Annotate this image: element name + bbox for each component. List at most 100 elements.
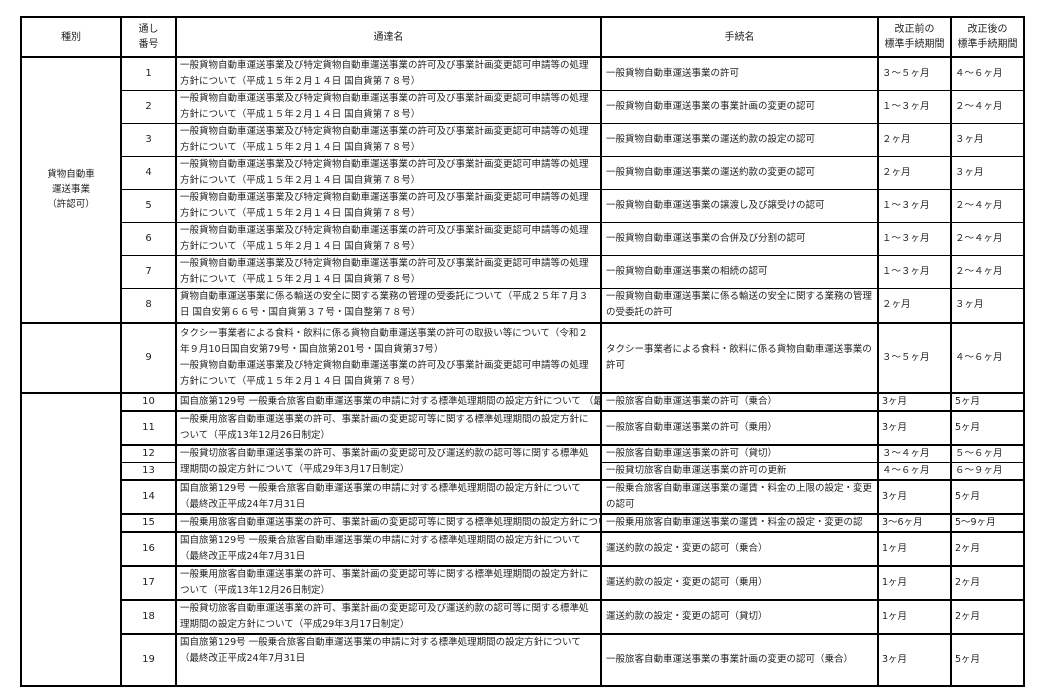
cell-period-after: ３ヶ月	[950, 156, 1025, 190]
cell-period-after: ３ヶ月	[950, 288, 1025, 323]
cell-procedure: 一般貨物自動車運送事業の運送約款の設定の認可	[600, 123, 879, 157]
cell-notice: 貨物自動車運送事業に係る輸送の安全に関する業務の管理の受委託について（平成２５年…	[175, 288, 602, 323]
cell-procedure: 一般乗合旅客自動車運送事業の運賃・料金の上限の設定・変更の認可	[600, 478, 879, 514]
cell-period-after: 5ヶ月	[950, 409, 1025, 445]
cell-serial: 1	[120, 56, 177, 91]
cell-period-before: 1ヶ月	[877, 598, 952, 634]
cell-period-before: ３～５ヶ月	[877, 56, 952, 91]
cell-serial: 18	[120, 598, 177, 634]
table-row: 13 一般貸切旅客自動車運送事業の許可の更新 ４～６ヶ月 ６～９ヶ月	[21, 461, 1025, 480]
cell-period-before: 3ヶ月	[877, 409, 952, 445]
header-type: 種別	[20, 16, 122, 58]
cell-serial: 7	[120, 255, 177, 289]
cell-notice: 一般貸切旅客自動車運送事業の許可、事業計画の変更認可及び運送約款の認可等に関する…	[175, 443, 602, 480]
table-row: 2 一般貨物自動車運送事業及び特定貨物自動車運送事業の許可及び事業計画変更認可申…	[21, 90, 1025, 124]
cell-serial: 4	[120, 156, 177, 190]
header-notice: 通達名	[175, 16, 602, 58]
cell-procedure: 一般旅客自動車運送事業の許可（乗合）	[600, 391, 879, 411]
cell-notice: 国自旅第129号 一般乗合旅客自動車運送事業の申請に対する標準処理期間の設定方針…	[175, 632, 602, 686]
cell-period-after: ４～６ヶ月	[950, 56, 1025, 91]
cell-notice: 一般乗用旅客自動車運送事業の許可、事業計画の変更認可等に関する標準処理期間の設定…	[175, 409, 602, 445]
cell-serial: 12	[120, 443, 177, 463]
cell-serial: 13	[120, 461, 177, 480]
cell-period-before: 3ヶ月	[877, 391, 952, 411]
cell-procedure: 一般貨物自動車運送事業の譲渡し及び譲受けの認可	[600, 189, 879, 223]
cell-type-empty	[20, 391, 122, 686]
cell-notice: 国自旅第129号 一般乗合旅客自動車運送事業の申請に対する標準処理期間の設定方針…	[175, 530, 602, 566]
cell-period-after: 5～9ヶ月	[950, 512, 1025, 532]
cell-serial: 8	[120, 288, 177, 323]
cell-notice: 一般貨物自動車運送事業及び特定貨物自動車運送事業の許可及び事業計画変更認可申請等…	[175, 189, 602, 223]
cell-notice: 国自旅第129号 一般乗合旅客自動車運送事業の申請に対する標準処理期間の設定方針…	[175, 478, 602, 514]
table-row: 16 国自旅第129号 一般乗合旅客自動車運送事業の申請に対する標準処理期間の設…	[21, 530, 1025, 566]
cell-period-before: 1ヶ月	[877, 564, 952, 600]
cell-period-before: １～３ヶ月	[877, 189, 952, 223]
cell-notice: 一般貨物自動車運送事業及び特定貨物自動車運送事業の許可及び事業計画変更認可申請等…	[175, 90, 602, 124]
cell-period-after: 2ヶ月	[950, 598, 1025, 634]
cell-period-after: ５～６ヶ月	[950, 443, 1025, 463]
notice-line: タクシー事業者による食料・飲料に係る貨物自動車運送事業の許可の取扱い等について（…	[180, 327, 588, 355]
cell-period-after: 2ヶ月	[950, 530, 1025, 566]
cell-period-before: １～３ヶ月	[877, 222, 952, 256]
cell-period-before: 3ヶ月	[877, 478, 952, 514]
header-procedure: 手続名	[600, 16, 879, 58]
cell-procedure: 一般貸切旅客自動車運送事業の許可の更新	[600, 461, 879, 480]
cell-serial: 14	[120, 478, 177, 514]
cell-notice: 一般貨物自動車運送事業及び特定貨物自動車運送事業の許可及び事業計画変更認可申請等…	[175, 156, 602, 190]
cell-procedure: 一般貨物自動車運送事業の相続の認可	[600, 255, 879, 289]
cell-procedure: 一般貨物自動車運送事業の事業計画の変更の認可	[600, 90, 879, 124]
cell-procedure: 一般貨物自動車運送事業に係る輸送の安全に関する業務の管理の受委託の許可	[600, 288, 879, 323]
table-row: 18 一般貸切旅客自動車運送事業の許可、事業計画の変更認可及び運送約款の認可等に…	[21, 598, 1025, 634]
cell-period-after: 5ヶ月	[950, 632, 1025, 686]
cell-procedure: 一般乗用旅客自動車運送事業の運賃・料金の設定・変更の認	[600, 512, 879, 532]
procedure-period-table: 種別 通し 番号 通達名 手続名 改正前の 標準手続期間 改正後の 標準手続期間…	[20, 16, 1025, 687]
table-row: 12 一般貸切旅客自動車運送事業の許可、事業計画の変更認可及び運送約款の認可等に…	[21, 443, 1025, 480]
cell-notice: 一般乗用旅客自動車運送事業の許可、事業計画の変更認可等に関する標準処理期間の設定…	[175, 512, 602, 532]
header-serial: 通し 番号	[120, 16, 177, 58]
cell-serial: 2	[120, 90, 177, 124]
cell-serial: 10	[120, 391, 177, 411]
cell-procedure: 一般旅客自動車運送事業の許可（乗用）	[600, 409, 879, 445]
cell-procedure: 運送約款の設定・変更の認可（乗用）	[600, 564, 879, 600]
cell-period-after: ３ヶ月	[950, 123, 1025, 157]
cell-period-before: 3ヶ月	[877, 632, 952, 686]
table-row: 15 一般乗用旅客自動車運送事業の許可、事業計画の変更認可等に関する標準処理期間…	[21, 512, 1025, 532]
cell-procedure: 運送約款の設定・変更の認可（貸切）	[600, 598, 879, 634]
cell-notice: 一般貨物自動車運送事業及び特定貨物自動車運送事業の許可及び事業計画変更認可申請等…	[175, 123, 602, 157]
header-period-after: 改正後の 標準手続期間	[950, 16, 1025, 58]
table-row: 貨物自動車 運送事業 （許認可） 1 一般貨物自動車運送事業及び特定貨物自動車運…	[20, 56, 1025, 323]
table-row: 4 一般貨物自動車運送事業及び特定貨物自動車運送事業の許可及び事業計画変更認可申…	[21, 156, 1025, 190]
table-row: 17 一般乗用旅客自動車運送事業の許可、事業計画の変更認可等に関する標準処理期間…	[21, 564, 1025, 600]
cell-serial: 16	[120, 530, 177, 566]
table-row: 11 一般乗用旅客自動車運送事業の許可、事業計画の変更認可等に関する標準処理期間…	[21, 409, 1025, 445]
cell-period-after: ４～６ヶ月	[950, 321, 1025, 393]
cell-notice: 一般貨物自動車運送事業及び特定貨物自動車運送事業の許可及び事業計画変更認可申請等…	[175, 222, 602, 256]
cell-notice: タクシー事業者による食料・飲料に係る貨物自動車運送事業の許可の取扱い等について（…	[175, 321, 602, 393]
cell-notice: 一般貸切旅客自動車運送事業の許可、事業計画の変更認可及び運送約款の認可等に関する…	[175, 598, 602, 634]
table-row: 7 一般貨物自動車運送事業及び特定貨物自動車運送事業の許可及び事業計画変更認可申…	[21, 255, 1025, 289]
cell-period-before: ２ヶ月	[877, 156, 952, 190]
cell-serial: 5	[120, 189, 177, 223]
header-period-before: 改正前の 標準手続期間	[877, 16, 952, 58]
cell-serial: 3	[120, 123, 177, 157]
table-row: 9 タクシー事業者による食料・飲料に係る貨物自動車運送事業の許可の取扱い等につい…	[20, 321, 1025, 393]
cell-period-after: ２～４ヶ月	[950, 90, 1025, 124]
table-row: 10 国自旅第129号 一般乗合旅客自動車運送事業の申請に対する標準処理期間の設…	[20, 391, 1025, 686]
cell-procedure: 一般貨物自動車運送事業の許可	[600, 56, 879, 91]
cell-procedure: 一般旅客自動車運送事業の許可（貸切）	[600, 443, 879, 463]
cell-period-after: ２～４ヶ月	[950, 255, 1025, 289]
table-row: 19 国自旅第129号 一般乗合旅客自動車運送事業の申請に対する標準処理期間の設…	[21, 632, 1025, 686]
cell-type-empty	[20, 321, 122, 393]
cell-notice: 一般乗用旅客自動車運送事業の許可、事業計画の変更認可等に関する標準処理期間の設定…	[175, 564, 602, 600]
cell-notice: 一般貨物自動車運送事業及び特定貨物自動車運送事業の許可及び事業計画変更認可申請等…	[175, 56, 602, 91]
cell-procedure: タクシー事業者による食料・飲料に係る貨物自動車運送事業の許可	[600, 321, 879, 393]
cell-serial: 19	[120, 632, 177, 686]
cell-procedure: 運送約款の設定・変更の認可（乗合）	[600, 530, 879, 566]
cell-serial: 9	[120, 321, 177, 393]
cell-period-after: 5ヶ月	[950, 391, 1025, 411]
cell-period-before: １～３ヶ月	[877, 255, 952, 289]
cell-type-freight: 貨物自動車 運送事業 （許認可）	[20, 56, 122, 323]
cell-serial: 6	[120, 222, 177, 256]
cell-period-after: ２～４ヶ月	[950, 189, 1025, 223]
